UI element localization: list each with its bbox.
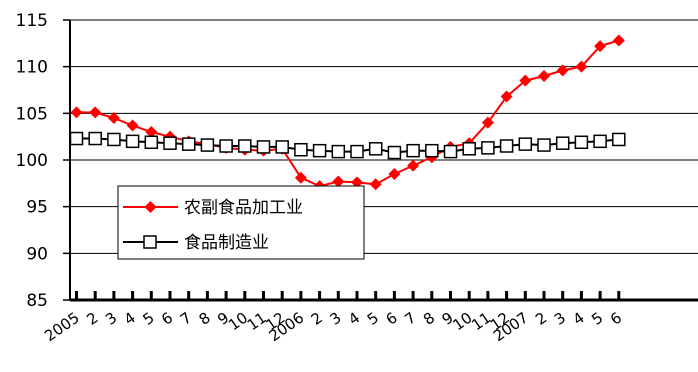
x-tick-label: 2	[308, 309, 326, 329]
data-point	[163, 136, 177, 150]
data-point	[612, 34, 625, 47]
data-point	[574, 135, 589, 150]
x-tick-label: 2	[83, 309, 101, 329]
y-tick-label: 115	[16, 11, 48, 31]
data-point	[107, 112, 120, 124]
x-tick-label: 3	[551, 309, 569, 329]
data-point	[594, 40, 607, 53]
data-point	[556, 64, 569, 77]
legend-marker-series-2	[143, 235, 157, 249]
x-tick-label: 5	[588, 309, 606, 329]
legend-label-series-1: 农副食品加工业	[184, 198, 303, 218]
x-tick-label: 6	[383, 309, 401, 329]
x-tick-label: 2005	[41, 309, 83, 346]
series-2	[69, 131, 626, 160]
data-point	[145, 126, 158, 138]
data-point	[332, 175, 345, 188]
data-point	[537, 138, 551, 152]
data-point	[107, 132, 121, 147]
x-tick-label: 4	[570, 309, 588, 329]
x-tick-label: 5	[364, 309, 382, 329]
data-point	[294, 142, 308, 157]
legend-box	[117, 185, 365, 260]
data-point	[575, 60, 588, 73]
data-point	[238, 139, 252, 153]
data-point	[89, 106, 102, 119]
data-point	[200, 138, 215, 152]
x-tick-label: 8	[196, 309, 214, 329]
data-point	[406, 143, 420, 158]
y-tick-label: 105	[16, 104, 48, 124]
data-point	[369, 178, 382, 191]
x-tick-label: 8	[420, 309, 438, 329]
data-point	[368, 142, 383, 156]
x-tick-label: 6	[158, 309, 176, 329]
data-point	[88, 131, 102, 146]
data-point	[125, 134, 140, 149]
data-point	[294, 171, 307, 184]
data-point	[481, 116, 494, 129]
data-point	[312, 143, 327, 158]
x-tick-label: 4	[345, 309, 363, 329]
x-tick-label: 4	[121, 309, 139, 329]
axes	[69, 20, 698, 302]
data-point	[499, 139, 514, 153]
data-point	[350, 144, 364, 159]
x-tick-label: 3	[326, 309, 344, 329]
x-tick-label: 5	[139, 309, 157, 329]
y-axis-ticks: 85 90 95 100 105 110 115	[16, 11, 70, 311]
x-tick-label: 3	[102, 309, 120, 329]
data-point	[425, 143, 439, 158]
data-point	[126, 119, 139, 132]
data-point	[518, 137, 533, 151]
data-point	[407, 159, 420, 172]
data-point	[69, 131, 84, 146]
legend-marker-series-1	[144, 201, 157, 213]
x-tick-label: 2	[532, 309, 550, 329]
data-point	[351, 176, 363, 189]
data-point	[481, 141, 495, 155]
data-point	[331, 144, 346, 159]
y-tick-label: 90	[26, 244, 48, 264]
legend: 农副食品加工业 食品制造业	[117, 185, 365, 260]
y-tick-label: 85	[26, 291, 48, 311]
legend-label-series-2: 食品制造业	[184, 233, 269, 253]
data-point	[256, 140, 271, 154]
data-point	[387, 145, 402, 160]
data-point	[388, 168, 401, 180]
data-point	[538, 70, 550, 82]
data-point	[593, 134, 607, 149]
data-point	[612, 132, 626, 147]
data-point	[443, 144, 458, 159]
y-tick-label: 100	[16, 151, 48, 171]
data-point	[219, 139, 233, 153]
x-tick-label: 7	[401, 309, 419, 329]
x-tick-label: 6	[607, 309, 625, 329]
x-tick-label: 7	[177, 309, 195, 329]
data-point	[519, 74, 532, 87]
data-point	[144, 135, 159, 150]
data-point	[462, 142, 476, 156]
data-point	[555, 136, 570, 150]
y-tick-label: 95	[26, 198, 48, 218]
data-point	[181, 137, 196, 151]
data-point	[500, 90, 513, 103]
y-tick-label: 110	[16, 58, 48, 78]
series-group	[69, 34, 626, 193]
data-point	[70, 106, 83, 119]
data-point	[275, 140, 289, 154]
